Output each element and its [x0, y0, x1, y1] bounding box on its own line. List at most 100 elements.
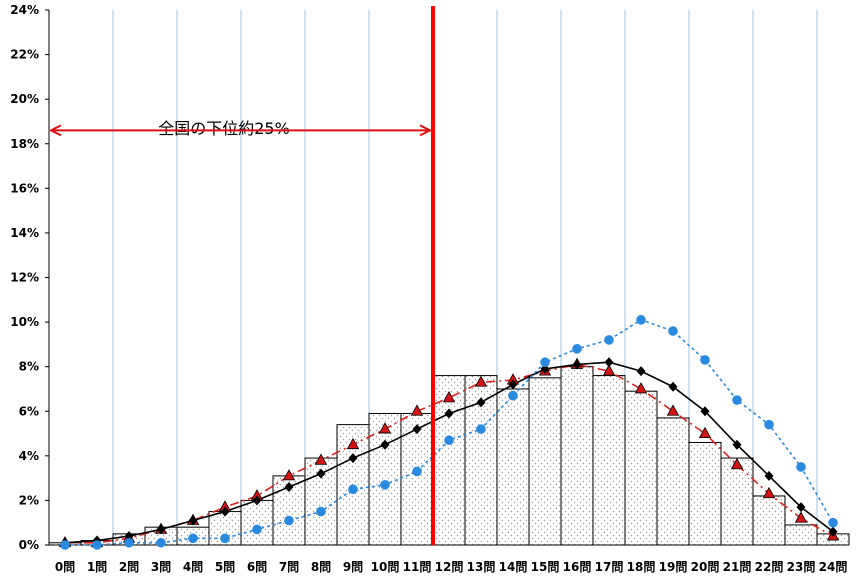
- x-tick-label: 6問: [247, 560, 267, 574]
- circle-point: [700, 355, 710, 365]
- x-tick-label: 17問: [595, 560, 624, 574]
- circle-point: [412, 466, 422, 477]
- y-tick-label: 14%: [10, 226, 39, 240]
- x-tick-label: 13問: [467, 560, 496, 574]
- diamond-point: [828, 526, 838, 537]
- x-tick-label: 3問: [151, 560, 171, 574]
- circle-point: [476, 424, 486, 434]
- circle-point: [124, 537, 134, 548]
- circle-point: [220, 533, 230, 544]
- x-tick-label: 22問: [755, 560, 784, 574]
- bar: [592, 375, 626, 546]
- triangle-point: [666, 404, 680, 416]
- bar: [368, 412, 402, 546]
- arrow-label: 全国の下位約25%: [158, 119, 290, 138]
- circle-point: [188, 533, 198, 544]
- circle-point: [668, 326, 678, 336]
- y-tick-label: 12%: [10, 271, 39, 285]
- x-tick-label: 23問: [787, 560, 816, 574]
- y-tick-label: 4%: [19, 449, 39, 463]
- x-tick-label: 21問: [723, 560, 752, 574]
- triangle-point: [442, 391, 456, 403]
- diamond-point: [380, 439, 390, 450]
- series-lines: [58, 315, 840, 550]
- y-tick-label: 8%: [19, 360, 39, 374]
- y-tick-label: 18%: [10, 137, 39, 151]
- diamond-point: [476, 397, 486, 408]
- x-tick-label: 20問: [691, 560, 720, 574]
- bar: [656, 417, 690, 546]
- x-tick-label: 1問: [87, 560, 107, 574]
- triangle-point: [410, 404, 424, 416]
- diamond-point: [156, 524, 166, 535]
- x-tick-label: 14問: [499, 560, 528, 574]
- circle-point: [156, 537, 166, 548]
- circle-point: [636, 315, 646, 325]
- circle-point: [572, 344, 582, 354]
- x-tick-label: 12問: [435, 560, 464, 574]
- diamond-point: [316, 468, 326, 479]
- axes: [45, 9, 849, 546]
- triangle-point: [314, 453, 328, 465]
- bar: [400, 412, 434, 546]
- bar: [528, 377, 562, 546]
- y-tick-label: 0%: [19, 538, 39, 552]
- circle-point: [380, 480, 390, 490]
- circle-point: [604, 335, 614, 345]
- y-tick-label: 20%: [10, 92, 39, 106]
- diamond-point: [444, 408, 454, 419]
- diamond-point: [348, 453, 358, 464]
- bar: [624, 390, 658, 546]
- x-tick-label: 7問: [279, 560, 299, 574]
- circle-point: [60, 540, 70, 550]
- x-tick-label: 0問: [55, 560, 75, 574]
- circle-point: [316, 506, 326, 517]
- diamond-point: [188, 515, 198, 526]
- circle-point: [444, 435, 454, 446]
- x-tick-label: 16問: [563, 560, 592, 574]
- diamond-point: [220, 506, 230, 517]
- bar: [560, 366, 594, 546]
- annotations: 全国の下位約25%: [51, 6, 435, 545]
- triangle-point: [794, 511, 808, 523]
- bar: [496, 388, 530, 546]
- triangle-point: [346, 437, 360, 450]
- diamond-point: [636, 366, 646, 377]
- triangle-point: [730, 457, 744, 470]
- diamond-point: [508, 379, 518, 390]
- bars: [48, 366, 850, 546]
- triangle-point: [634, 382, 648, 394]
- circle-point: [764, 419, 774, 430]
- triangle-point: [474, 375, 488, 387]
- bar: [688, 441, 722, 546]
- diamond-point: [668, 381, 678, 392]
- circle-point: [540, 357, 550, 368]
- diamond-point: [700, 406, 710, 417]
- bar: [720, 457, 754, 546]
- triangle-point: [282, 469, 296, 481]
- y-tick-label: 2%: [19, 493, 39, 507]
- diamond-point: [796, 502, 806, 513]
- circle-point: [348, 484, 358, 495]
- bar: [240, 499, 274, 546]
- x-tick-label: 19問: [659, 560, 688, 574]
- y-tick-label: 24%: [10, 3, 39, 17]
- x-tick-label: 9問: [343, 560, 363, 574]
- x-tick-label: 18問: [627, 560, 656, 574]
- triangle-point: [378, 422, 392, 434]
- bar: [784, 524, 818, 546]
- circle-point: [508, 390, 518, 401]
- circle-point: [252, 524, 262, 535]
- triangle-point: [602, 364, 616, 376]
- diamond-point: [284, 482, 294, 493]
- circle-point: [732, 395, 742, 405]
- tick-labels: 0% 2% 4% 6% 8% 10% 12% 14% 16% 18% 20% 22% 24% 0問 1問 2問…: [10, 3, 847, 574]
- x-tick-label: 4問: [183, 560, 203, 574]
- diamond-point: [764, 470, 774, 481]
- diamond-point: [604, 357, 614, 368]
- x-tick-label: 2問: [119, 560, 139, 574]
- circle-point: [796, 462, 806, 472]
- diamond-point: [252, 495, 262, 506]
- diamond-point: [732, 439, 742, 450]
